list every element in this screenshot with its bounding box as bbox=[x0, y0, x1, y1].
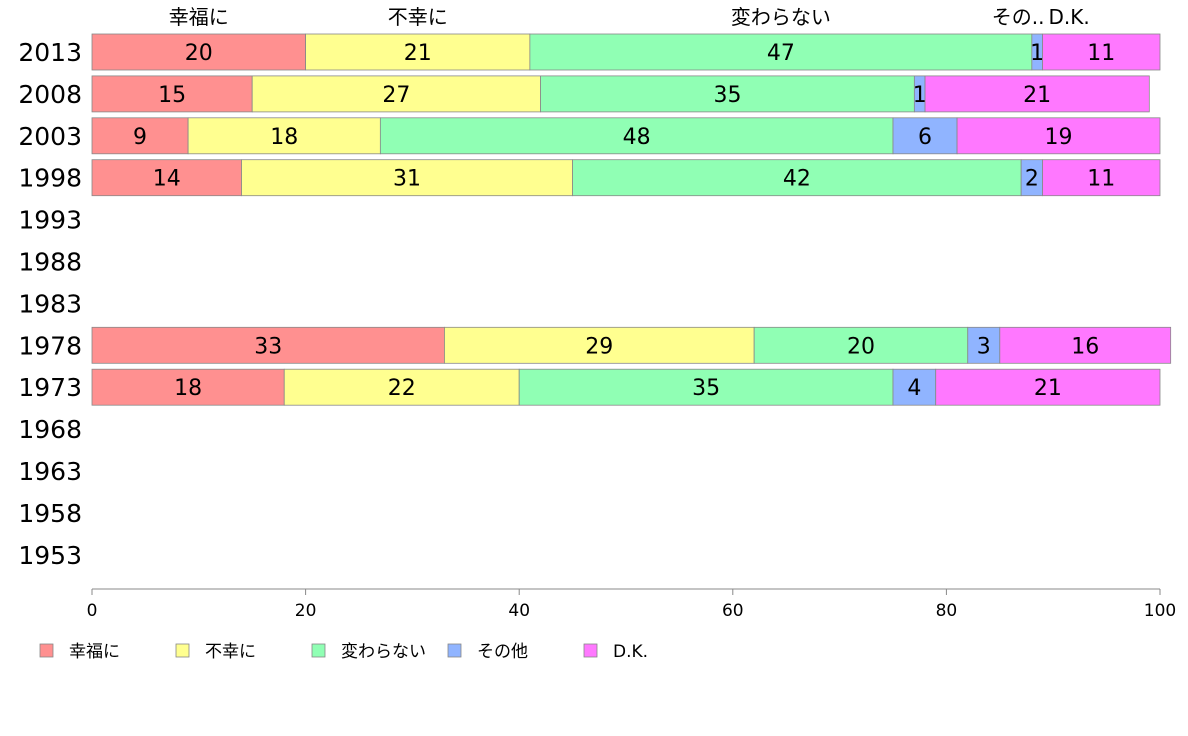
bar-value-label: 1 bbox=[1030, 41, 1044, 66]
bar-segment bbox=[967, 326, 1001, 364]
y-tick-label: 1968 bbox=[18, 415, 82, 444]
bar-segment bbox=[999, 326, 1172, 364]
bar-value-label: 1 bbox=[913, 83, 927, 108]
top-label-0: 幸福に bbox=[169, 5, 229, 29]
bar-value-label: 21 bbox=[404, 41, 432, 66]
bar-value-label: 21 bbox=[1034, 376, 1062, 401]
y-tick-label: 1983 bbox=[18, 289, 82, 318]
y-tick-label: 1978 bbox=[18, 331, 82, 360]
legend-label: 幸福に bbox=[69, 642, 120, 662]
y-axis-ticks: 2013 2008 2003 1998 1993 1988 1983 1978 1973 1968… bbox=[18, 38, 82, 570]
x-tick-label: 40 bbox=[508, 601, 530, 621]
bar-value-label: 4 bbox=[907, 376, 921, 401]
bar-segment bbox=[305, 33, 531, 71]
top-label-2: 変わらない bbox=[731, 5, 831, 29]
bar-value-label: 22 bbox=[388, 376, 416, 401]
y-tick-label: 1963 bbox=[18, 457, 82, 486]
y-tick-label: 2013 bbox=[18, 38, 82, 67]
bar-segment bbox=[379, 117, 894, 155]
legend: 幸福に 不幸に 変わらない その他 D.K. bbox=[39, 642, 648, 662]
bar-segment bbox=[753, 326, 969, 364]
bar-value-label: 20 bbox=[847, 334, 875, 359]
bar-segment bbox=[892, 117, 958, 155]
legend-swatch bbox=[311, 643, 326, 658]
bar-segment bbox=[91, 117, 189, 155]
y-tick-label: 2003 bbox=[18, 122, 82, 151]
legend-label: 変わらない bbox=[341, 642, 426, 662]
bar-value-label: 3 bbox=[977, 334, 991, 359]
bar-segment bbox=[1042, 159, 1161, 197]
bar-segment bbox=[529, 33, 1033, 71]
bar-segment bbox=[924, 75, 1150, 113]
y-tick-label: 1953 bbox=[18, 541, 82, 570]
bar-segment bbox=[91, 33, 307, 71]
top-label-3: その.. bbox=[992, 5, 1045, 29]
bar-segment bbox=[572, 159, 1022, 197]
bar-segment bbox=[892, 368, 937, 406]
bar-value-label: 31 bbox=[393, 167, 421, 192]
y-tick-label: 1958 bbox=[18, 499, 82, 528]
bar-segment bbox=[91, 75, 253, 113]
bar-value-label: 11 bbox=[1087, 167, 1115, 192]
legend-swatch bbox=[175, 643, 190, 658]
bar-segment bbox=[956, 117, 1161, 155]
y-tick-label: 1998 bbox=[18, 164, 82, 193]
bar-value-label: 19 bbox=[1045, 125, 1073, 150]
bar-value-label: 16 bbox=[1071, 334, 1099, 359]
top-label-1: 不幸に bbox=[388, 5, 448, 29]
y-tick-label: 2008 bbox=[18, 80, 82, 109]
bar-value-label: 27 bbox=[382, 83, 410, 108]
legend-swatch bbox=[447, 643, 462, 658]
bar-value-label: 18 bbox=[270, 125, 298, 150]
legend-swatch bbox=[39, 643, 54, 658]
legend-label: D.K. bbox=[613, 642, 648, 662]
bar-segment bbox=[935, 368, 1161, 406]
bar-value-label: 35 bbox=[713, 83, 741, 108]
x-tick-label: 20 bbox=[295, 601, 317, 621]
bar-value-label: 14 bbox=[153, 167, 181, 192]
bar-segment bbox=[241, 159, 573, 197]
bar-value-label: 20 bbox=[185, 41, 213, 66]
bar-segment bbox=[1042, 33, 1161, 71]
bar-value-label: 15 bbox=[158, 83, 186, 108]
top-label-4: D.K. bbox=[1049, 5, 1090, 29]
x-tick-label: 80 bbox=[936, 601, 958, 621]
bar-value-label: 35 bbox=[692, 376, 720, 401]
legend-swatch bbox=[583, 643, 598, 658]
bar-value-label: 33 bbox=[254, 334, 282, 359]
top-labels: 幸福に 不幸に 変わらない その.. D.K. bbox=[169, 5, 1090, 29]
bar-value-label: 9 bbox=[133, 125, 147, 150]
legend-label: 不幸に bbox=[205, 642, 256, 662]
bar-value-label: 48 bbox=[623, 125, 651, 150]
y-tick-label: 1993 bbox=[18, 206, 82, 235]
bar-segment bbox=[91, 368, 285, 406]
x-tick-label: 0 bbox=[87, 601, 98, 621]
bar-value-label: 29 bbox=[585, 334, 613, 359]
bar-segment bbox=[251, 75, 541, 113]
bar-segment bbox=[444, 326, 755, 364]
bar-value-label: 47 bbox=[767, 41, 795, 66]
bar-value-label: 11 bbox=[1087, 41, 1115, 66]
legend-label: その他 bbox=[477, 642, 528, 662]
y-tick-label: 1973 bbox=[18, 373, 82, 402]
bar-value-label: 42 bbox=[783, 167, 811, 192]
x-axis: 0 20 40 60 80 100 bbox=[87, 588, 1176, 621]
y-tick-label: 1988 bbox=[18, 248, 82, 277]
x-tick-label: 100 bbox=[1144, 601, 1176, 621]
bar-segment bbox=[518, 368, 894, 406]
x-tick-label: 60 bbox=[722, 601, 744, 621]
bar-value-label: 6 bbox=[918, 125, 932, 150]
bar-value-label: 21 bbox=[1023, 83, 1051, 108]
bar-segment bbox=[540, 75, 915, 113]
bar-segment bbox=[91, 159, 242, 197]
bar-value-label: 2 bbox=[1025, 167, 1039, 192]
bar-value-label: 18 bbox=[174, 376, 202, 401]
